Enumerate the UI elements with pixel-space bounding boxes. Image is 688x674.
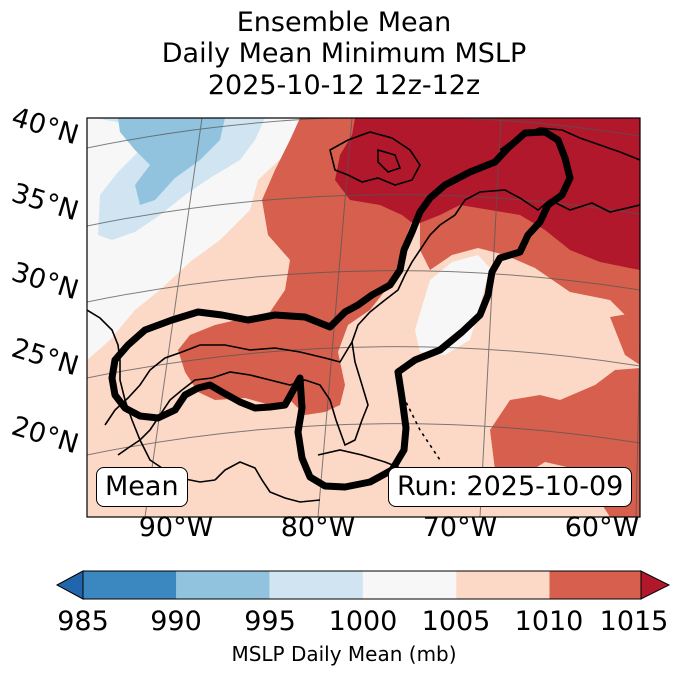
colorbar-tick-1005: 1005 (421, 606, 491, 637)
colorbar-segment-1010-1015 (549, 571, 641, 599)
colorbar-tick-985: 985 (57, 606, 109, 637)
graticule-lat-30 (87, 270, 640, 303)
colorbar-tick-1010: 1010 (514, 606, 584, 637)
colorbar-segment-985-990 (83, 571, 177, 599)
colorbar-segment-995-1000 (269, 571, 363, 599)
title-line-2: Daily Mean Minimum MSLP (161, 38, 527, 69)
great-lakes (329, 131, 421, 186)
ensemble-contour (108, 128, 574, 491)
colorbar-tick-1015: 1015 (599, 606, 669, 637)
coastline-yucatan (214, 461, 321, 503)
lon-label-80w: 80°W (280, 512, 356, 543)
mean-stamp: Mean (96, 467, 188, 507)
graticule-lat-20 (87, 423, 640, 456)
title-line-1: Ensemble Mean (236, 7, 452, 38)
run-date-stamp: Run: 2025-10-09 (388, 467, 633, 507)
colorbar-segment-1005-1010 (456, 571, 550, 599)
pressure-field (87, 118, 640, 517)
title-line-3: 2025-10-12 12z-12z (207, 70, 481, 101)
lon-label-90w: 90°W (138, 512, 214, 543)
coastline-texas (104, 351, 183, 426)
colorbar-label: MSLP Daily Mean (mb) (231, 642, 457, 666)
colorbar-tick-990: 990 (150, 606, 202, 637)
graticule-lat-40 (87, 118, 640, 149)
colorbar-segment-990-995 (176, 571, 270, 599)
lon-label-60w: 60°W (564, 512, 640, 543)
graticule-lat-35 (87, 194, 640, 227)
colorbar-tick-995: 995 (244, 606, 296, 637)
coastline-east (117, 189, 640, 456)
field-1000-atlantic (415, 255, 490, 355)
field-995 (95, 118, 265, 240)
colorbar-segment-1000-1005 (362, 571, 457, 599)
coastline-bahamas (399, 389, 441, 461)
coastline-gulf-north (181, 341, 353, 363)
graticule-lon-60 (635, 317, 640, 517)
colorbar-frame (82, 570, 642, 600)
lon-label-70w: 70°W (422, 512, 498, 543)
map-frame (86, 117, 641, 518)
graticule-lat-25 (87, 346, 640, 379)
colorbar-over-arrow (640, 570, 671, 600)
field-990 (118, 118, 225, 205)
colorbar (55, 570, 671, 600)
colorbar-under-arrow (55, 570, 84, 600)
field-1010-patch (610, 312, 640, 365)
colorbar-tick-1000: 1000 (328, 606, 398, 637)
graticule-lon-70 (479, 118, 502, 517)
